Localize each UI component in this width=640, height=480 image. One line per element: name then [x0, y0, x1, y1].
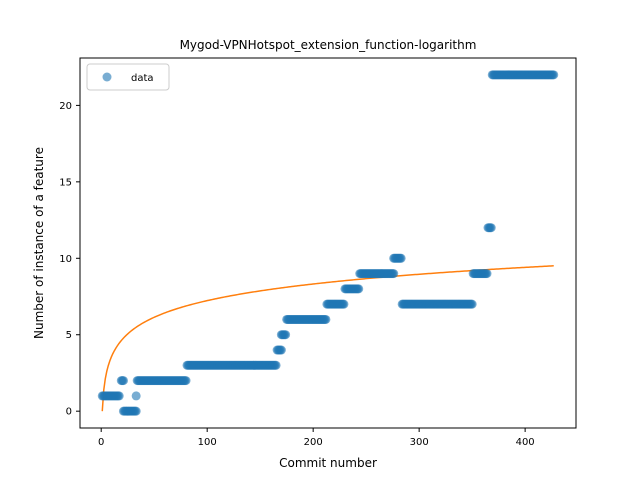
data-point	[114, 391, 124, 401]
legend-label: data	[131, 73, 154, 84]
data-point	[131, 406, 141, 416]
x-tick-label: 300	[410, 437, 429, 448]
legend-box	[86, 63, 170, 91]
x-axis-label: Commit number	[279, 456, 377, 470]
y-axis-label: Number of instance of a feature	[32, 147, 46, 339]
x-tick-label: 100	[198, 437, 217, 448]
data-point	[271, 360, 281, 370]
data-point	[467, 299, 477, 309]
data-point	[131, 391, 141, 401]
data-point	[339, 299, 349, 309]
data-point	[118, 376, 128, 386]
y-tick-label: 15	[59, 177, 72, 188]
data-point	[486, 223, 496, 233]
x-tick-label: 400	[516, 437, 535, 448]
x-tick-label: 0	[98, 437, 104, 448]
data-point	[354, 284, 364, 294]
data-point	[389, 269, 399, 279]
y-tick-label: 0	[66, 407, 72, 418]
data-point	[396, 253, 406, 263]
data-point	[482, 269, 492, 279]
data-point	[549, 70, 559, 80]
axes-frame	[79, 57, 577, 429]
data-point	[321, 314, 331, 324]
fit-line	[101, 265, 554, 412]
y-tick-label: 10	[59, 254, 72, 265]
data-point	[281, 330, 291, 340]
x-tick-label: 200	[304, 437, 323, 448]
chart-title: Mygod-VPNHotspot_extension_function-loga…	[180, 38, 477, 52]
data-point	[276, 345, 286, 355]
data-point	[181, 376, 191, 386]
legend-marker	[102, 72, 112, 82]
y-tick-label: 20	[59, 101, 72, 112]
y-tick-label: 5	[66, 330, 72, 341]
legend: data	[86, 63, 170, 91]
plot-area	[97, 70, 559, 416]
ticks: 0 100 200 300 400 0 5 10 15 20	[59, 101, 534, 448]
